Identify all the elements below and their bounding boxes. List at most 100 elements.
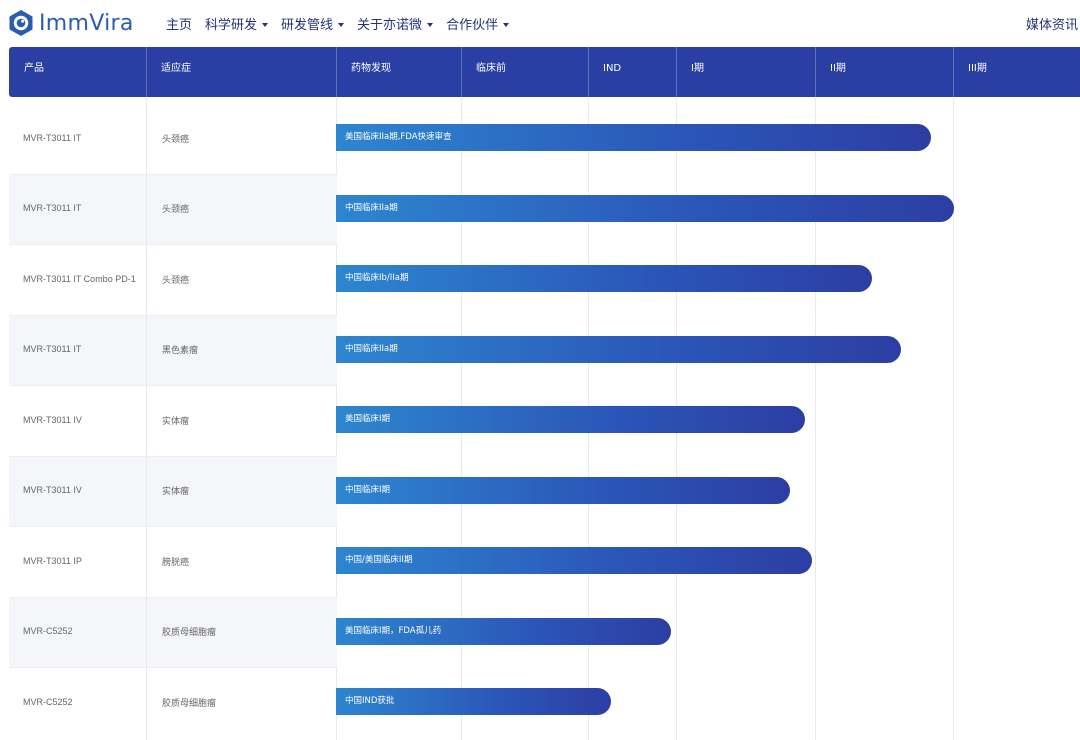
- row-divider: [9, 455, 336, 457]
- pipeline-row: MVR-T3011 IV 实体瘤: [9, 385, 1080, 455]
- nav-item-3[interactable]: 研发管线: [281, 14, 345, 33]
- brand-name: ImmVira: [39, 10, 134, 36]
- product-cell: MVR-T3011 IT: [9, 173, 146, 244]
- indication-cell: 黑色素瘤: [146, 314, 337, 385]
- nav-item-label: 研发管线: [281, 18, 334, 33]
- product-cell: MVR-C5252: [9, 667, 146, 737]
- progress-status-label: 中国临床Ib/IIa期: [345, 273, 409, 283]
- product-cell: MVR-T3011 IV: [9, 455, 146, 526]
- header-divider: [815, 47, 816, 97]
- pipeline-row: MVR-T3011 IV 实体瘤: [9, 455, 1080, 526]
- pipeline-row: MVR-T3011 IT 头颈癌: [9, 173, 1080, 244]
- header-divider: [461, 47, 462, 97]
- progress-bar: 美国临床IIa期,FDA快速审查: [336, 124, 931, 151]
- indication-name: 头颈癌: [162, 205, 190, 215]
- product-cell: MVR-C5252: [9, 596, 146, 667]
- product-name: MVR-T3011 IV: [23, 414, 82, 425]
- progress-bar: 中国临床I期: [336, 476, 790, 504]
- indication-cell: 头颈癌: [146, 244, 337, 314]
- indication-name: 头颈癌: [162, 134, 190, 145]
- progress-bar: 中国临床Ib/IIa期: [336, 265, 872, 292]
- main-nav: 主页 科学研发 研发管线 关于亦诺微 合作伙伴: [166, 14, 522, 33]
- product-name: MVR-T3011 IT: [23, 203, 82, 213]
- product-name: MVR-T3011 IV: [23, 485, 82, 495]
- pipeline-row: MVR-T3011 IT Combo PD-1 头颈癌: [9, 244, 1080, 314]
- row-divider: [9, 667, 336, 668]
- column-header-6: I期: [691, 63, 704, 74]
- indication-name: 胶质母细胞瘤: [162, 628, 217, 638]
- row-divider: [9, 244, 336, 245]
- progress-status-label: 中国临床IIa期: [345, 343, 398, 354]
- product-name: MVR-T3011 IT: [23, 132, 82, 143]
- product-cell: MVR-T3011 IV: [9, 385, 146, 455]
- column-header-3: 药物发现: [351, 63, 391, 74]
- pipeline-row: MVR-T3011 IP 膀胱癌: [9, 526, 1080, 596]
- caret-down-icon: [262, 22, 269, 27]
- indication-cell: 头颈癌: [146, 173, 337, 244]
- header-divider: [146, 47, 147, 97]
- product-cell: MVR-T3011 IT: [9, 314, 146, 385]
- caret-down-icon: [503, 22, 510, 27]
- progress-bar: 中国临床IIa期: [336, 335, 901, 363]
- indication-cell: 实体瘤: [146, 455, 337, 526]
- progress-status-label: 中国临床I期: [345, 484, 391, 495]
- pipeline-row: MVR-T3011 IT 头颈癌: [9, 103, 1080, 173]
- nav-item-2[interactable]: 科学研发: [205, 14, 269, 33]
- row-divider: [9, 314, 336, 316]
- product-cell: MVR-T3011 IT Combo PD-1: [9, 244, 146, 314]
- row-divider: [9, 526, 336, 527]
- progress-status-label: 美国临床I期: [345, 414, 391, 424]
- product-name: MVR-T3011 IT Combo PD-1: [23, 273, 136, 284]
- row-divider: [9, 385, 336, 386]
- indication-name: 膀胱癌: [162, 557, 190, 568]
- progress-bar: 中国临床IIa期: [336, 194, 954, 222]
- product-cell: MVR-T3011 IP: [9, 526, 146, 596]
- product-name: MVR-T3011 IT: [23, 344, 82, 354]
- header-divider: [953, 47, 954, 97]
- progress-bar: 中国/美国临床II期: [336, 547, 812, 574]
- caret-down-icon: [338, 22, 345, 27]
- nav-item-5[interactable]: 合作伙伴: [446, 14, 510, 33]
- row-divider: [9, 596, 336, 598]
- product-name: MVR-T3011 IP: [23, 555, 82, 566]
- indication-cell: 头颈癌: [146, 103, 337, 173]
- caret-down-icon: [427, 22, 434, 27]
- indication-name: 实体瘤: [162, 416, 190, 427]
- nav-item-4[interactable]: 关于亦诺微: [357, 14, 434, 33]
- progress-status-label: 中国/美国临床II期: [345, 555, 413, 565]
- grid-line: [815, 97, 816, 740]
- progress-bar: 美国临床I期: [336, 406, 805, 433]
- indication-name: 黑色素瘤: [162, 346, 199, 356]
- row-divider: [9, 173, 336, 175]
- column-header-7: II期: [830, 63, 846, 74]
- product-name: MVR-C5252: [23, 626, 73, 636]
- nav-item-label: 关于亦诺微: [357, 18, 423, 33]
- nav-item-label: 主页: [166, 18, 193, 33]
- nav-item-1[interactable]: 主页: [166, 14, 192, 33]
- header-divider: [336, 47, 337, 97]
- pipeline-row: MVR-C5252 胶质母细胞瘤: [9, 667, 1080, 737]
- indication-cell: 胶质母细胞瘤: [146, 667, 337, 737]
- progress-bar: 中国IND获批: [336, 688, 611, 715]
- progress-status-label: 美国临床IIa期,FDA快速审查: [345, 132, 452, 142]
- column-header-1: 产品: [24, 63, 44, 74]
- brand-logo[interactable]: ImmVira: [8, 9, 134, 37]
- top-navigation-bar: ImmVira 主页 科学研发 研发管线 关于亦诺微 合作伙伴 媒体资讯: [0, 0, 1080, 46]
- indication-cell: 膀胱癌: [146, 526, 337, 596]
- nav-item-media[interactable]: 媒体资讯: [1025, 18, 1078, 33]
- column-header-4: 临床前: [476, 63, 506, 74]
- pipeline-row: MVR-C5252 胶质母细胞瘤: [9, 596, 1080, 667]
- product-name: MVR-C5252: [23, 696, 73, 707]
- immvira-logo-icon: [9, 10, 33, 36]
- progress-status-label: 美国临床I期，FDA孤儿药: [345, 625, 442, 636]
- header-divider: [676, 47, 677, 97]
- column-header-5: IND: [603, 63, 622, 74]
- column-header-2: 适应症: [161, 63, 191, 74]
- column-header-8: III期: [968, 63, 987, 74]
- progress-status-label: 中国临床IIa期: [345, 202, 398, 213]
- nav-item-label: 合作伙伴: [446, 18, 499, 33]
- pipeline-table-header: 产品 适应症 药物发现 临床前 IND I期 II期 III期: [9, 47, 1080, 97]
- indication-name: 头颈癌: [162, 275, 190, 286]
- indication-cell: 胶质母细胞瘤: [146, 596, 337, 667]
- pipeline-row: MVR-T3011 IT 黑色素瘤: [9, 314, 1080, 385]
